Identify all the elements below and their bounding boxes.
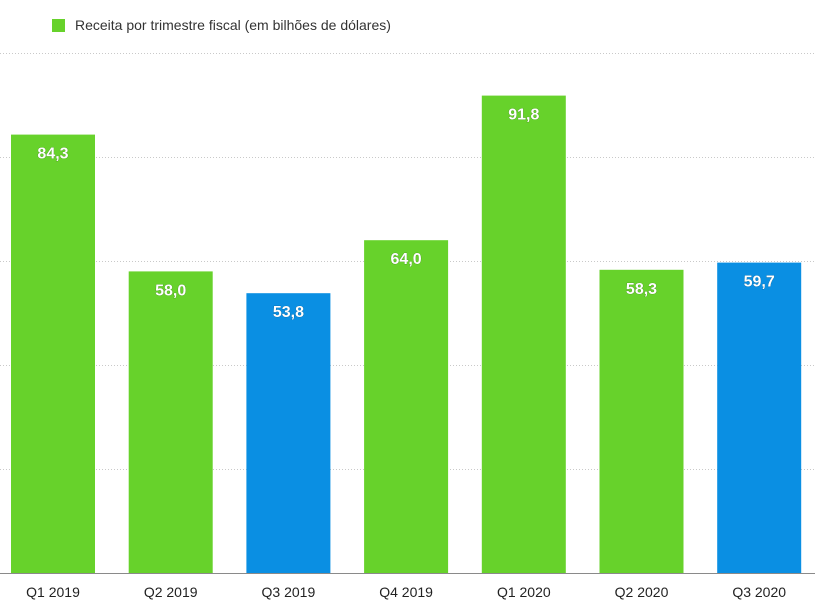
x-tick-label: Q2 2020 xyxy=(615,584,669,600)
bar xyxy=(128,271,213,573)
x-tick-label: Q3 2019 xyxy=(262,584,316,600)
data-label: 53,8 xyxy=(273,304,304,321)
data-label: 84,3 xyxy=(37,146,68,163)
legend-label: Receita por trimestre fiscal (em bilhões… xyxy=(75,17,391,33)
bar xyxy=(364,240,449,573)
x-tick-label: Q3 2020 xyxy=(732,584,786,600)
bar xyxy=(246,293,331,573)
bar xyxy=(481,95,566,573)
bar xyxy=(11,134,95,573)
legend: Receita por trimestre fiscal (em bilhões… xyxy=(52,17,391,33)
x-tick-label: Q1 2020 xyxy=(497,584,551,600)
data-label: 59,7 xyxy=(744,274,775,291)
x-tick-label: Q4 2019 xyxy=(379,584,433,600)
data-label: 64,0 xyxy=(391,251,422,268)
data-label: 91,8 xyxy=(508,107,539,124)
x-tick-label: Q2 2019 xyxy=(144,584,198,600)
x-tick-label: Q1 2019 xyxy=(26,584,80,600)
legend-swatch xyxy=(52,18,65,32)
data-label: 58,0 xyxy=(155,282,186,299)
data-label: 58,3 xyxy=(626,281,657,298)
bar xyxy=(717,262,802,573)
bar xyxy=(599,269,684,573)
